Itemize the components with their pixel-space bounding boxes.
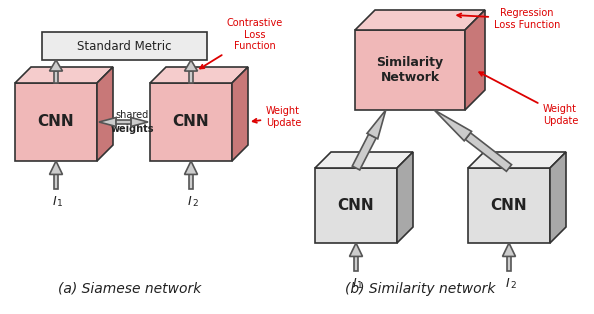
Polygon shape (503, 243, 516, 257)
Text: (a) Siamese network: (a) Siamese network (58, 282, 201, 296)
Text: weights: weights (110, 124, 154, 134)
Polygon shape (131, 117, 148, 127)
Text: 1: 1 (57, 199, 63, 208)
Polygon shape (232, 67, 248, 161)
Text: I: I (188, 195, 192, 208)
Polygon shape (15, 67, 113, 83)
Text: I: I (53, 195, 57, 208)
Polygon shape (315, 168, 397, 243)
Polygon shape (97, 67, 113, 161)
Polygon shape (188, 71, 194, 83)
Text: CNN: CNN (173, 115, 209, 129)
Text: 2: 2 (192, 199, 198, 208)
Polygon shape (550, 152, 566, 243)
Polygon shape (355, 30, 465, 110)
Text: I: I (353, 277, 357, 290)
Polygon shape (355, 10, 485, 30)
Polygon shape (116, 120, 131, 124)
Polygon shape (397, 152, 413, 243)
Polygon shape (49, 60, 62, 71)
Polygon shape (315, 152, 413, 168)
Polygon shape (15, 83, 97, 161)
Polygon shape (353, 257, 358, 271)
Polygon shape (150, 83, 232, 161)
Polygon shape (349, 243, 362, 257)
Text: 2: 2 (510, 281, 516, 290)
Text: Regression
Loss Function: Regression Loss Function (457, 8, 560, 30)
Text: Contrastive
Loss
Function: Contrastive Loss Function (200, 18, 283, 68)
Text: Weight
Update: Weight Update (253, 106, 301, 128)
Text: (b) Similarity network: (b) Similarity network (345, 282, 495, 296)
Text: I: I (506, 277, 510, 290)
Text: CNN: CNN (491, 198, 527, 213)
Text: Weight
Update: Weight Update (479, 72, 579, 126)
Text: Similarity
Network: Similarity Network (377, 56, 444, 84)
Polygon shape (188, 175, 194, 189)
Polygon shape (468, 152, 566, 168)
Text: shared: shared (116, 110, 149, 120)
Polygon shape (352, 134, 376, 170)
Polygon shape (53, 71, 58, 83)
Polygon shape (507, 257, 511, 271)
Text: CNN: CNN (337, 198, 374, 213)
Polygon shape (185, 60, 197, 71)
Text: Standard Metric: Standard Metric (77, 40, 172, 52)
Polygon shape (468, 168, 550, 243)
FancyBboxPatch shape (42, 32, 207, 60)
Polygon shape (53, 175, 58, 189)
Polygon shape (434, 110, 472, 141)
Polygon shape (465, 133, 511, 171)
Polygon shape (99, 117, 116, 127)
Polygon shape (49, 161, 62, 175)
Text: CNN: CNN (37, 115, 74, 129)
Text: 1: 1 (357, 281, 363, 290)
Polygon shape (185, 161, 197, 175)
Polygon shape (367, 110, 386, 139)
Polygon shape (465, 10, 485, 110)
Polygon shape (150, 67, 248, 83)
